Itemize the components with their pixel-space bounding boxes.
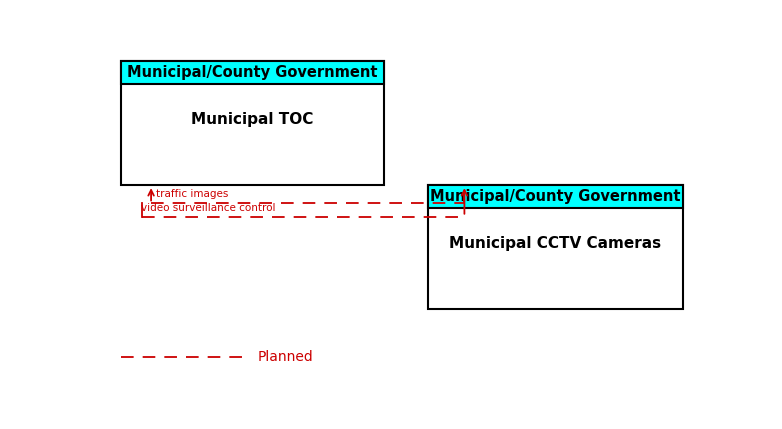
Text: Municipal CCTV Cameras: Municipal CCTV Cameras — [449, 236, 662, 251]
Text: Municipal TOC: Municipal TOC — [192, 112, 314, 127]
Bar — [428, 185, 683, 309]
Bar — [428, 185, 683, 208]
Text: video surveillance control: video surveillance control — [141, 203, 275, 213]
Text: Municipal/County Government: Municipal/County Government — [127, 65, 378, 80]
Bar — [120, 61, 385, 185]
Text: Municipal/County Government: Municipal/County Government — [430, 189, 680, 204]
Bar — [120, 61, 385, 84]
Text: Planned: Planned — [257, 350, 313, 364]
Text: traffic images: traffic images — [156, 189, 228, 199]
